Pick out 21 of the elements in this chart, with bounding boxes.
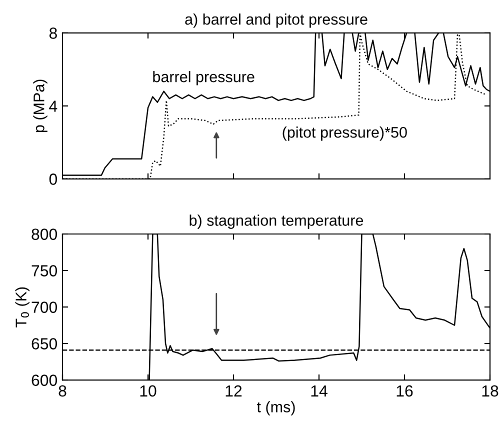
x-tick-label: 14 <box>311 385 328 396</box>
x-tick-label: 18 <box>482 385 498 397</box>
y-axis-title: p (MPa) <box>33 80 48 132</box>
y-tick-label: 750 <box>32 265 58 276</box>
series-label: (pitot pressure)*50 <box>282 126 407 141</box>
chart-title: b) stagnation temperature <box>190 214 364 229</box>
series-label: barrel pressure <box>153 71 254 86</box>
x-tick-label: 8 <box>58 385 66 397</box>
y-tick-label: 0 <box>49 174 58 185</box>
x-axis-title: t (ms) <box>256 401 295 416</box>
x-tick-label: 12 <box>226 385 242 396</box>
y-tick-label: 700 <box>32 302 58 313</box>
x-tick-label: 10 <box>140 385 156 397</box>
y-tick-label: 600 <box>32 374 58 386</box>
y-tick-label: 4 <box>49 100 58 112</box>
y-tick-label: 800 <box>32 228 58 240</box>
y-tick-label: 8 <box>49 28 57 39</box>
y-tick-label: 650 <box>32 338 58 350</box>
x-tick-label: 16 <box>396 385 413 397</box>
y-axis-title: T$_{0}$ (K) <box>15 287 30 328</box>
chart-title: a) barrel and pitot pressure <box>185 14 368 28</box>
